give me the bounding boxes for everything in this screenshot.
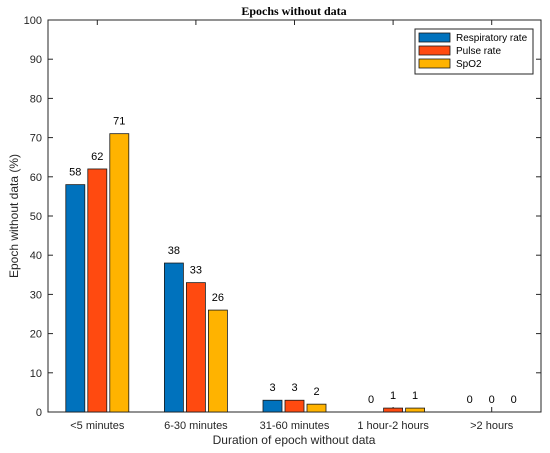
bar — [262, 399, 283, 413]
y-tick-label: 90 — [30, 54, 42, 66]
y-tick-label: 10 — [30, 368, 42, 380]
x-tick-label: 31-60 minutes — [260, 420, 330, 432]
y-tick-label: 70 — [30, 133, 42, 145]
data-label: 1 — [412, 390, 418, 402]
bar — [65, 184, 86, 413]
y-tick-label: 0 — [36, 407, 42, 419]
bar — [306, 403, 327, 413]
x-tick-label: <5 minutes — [70, 420, 125, 432]
y-tick-label: 100 — [24, 15, 42, 27]
bar — [207, 309, 228, 413]
data-label: 1 — [390, 390, 396, 402]
legend-label: Respiratory rate — [456, 33, 528, 44]
data-label: 0 — [467, 394, 473, 406]
y-tick-label: 20 — [30, 329, 42, 341]
data-label: 58 — [69, 167, 81, 179]
y-axis-label: Epoch without data (%) — [7, 154, 21, 278]
data-label: 0 — [368, 394, 374, 406]
y-tick-label: 30 — [30, 289, 42, 301]
legend: Respiratory rate Pulse rate SpO2 — [414, 28, 534, 75]
x-axis: <5 minutes 6-30 minutes 31-60 minutes 1 hou… — [70, 20, 514, 432]
bars-group — [65, 133, 426, 413]
bar — [185, 282, 206, 413]
data-label: 33 — [190, 265, 202, 277]
legend-swatch — [418, 58, 451, 69]
data-label: 71 — [113, 116, 125, 128]
y-tick-label: 40 — [30, 250, 42, 262]
legend-swatch — [418, 45, 451, 56]
plot-area — [47, 19, 542, 413]
x-tick-label: >2 hours — [470, 420, 514, 432]
data-label: 3 — [269, 382, 275, 394]
data-label: 0 — [511, 394, 517, 406]
x-tick-label: 6-30 minutes — [164, 420, 228, 432]
x-axis-label: Duration of epoch without data — [213, 433, 376, 447]
y-tick-label: 60 — [30, 172, 42, 184]
legend-label: Pulse rate — [456, 46, 501, 57]
data-label: 62 — [91, 151, 103, 163]
x-tick-label: 1 hour-2 hours — [357, 420, 429, 432]
data-label: 2 — [313, 386, 319, 398]
bar — [87, 168, 108, 413]
y-tick-label: 50 — [30, 211, 42, 223]
bar — [383, 407, 404, 413]
data-label: 3 — [291, 382, 297, 394]
bar — [405, 407, 426, 413]
y-tick-label: 80 — [30, 93, 42, 105]
bar — [284, 399, 305, 413]
chart-title: Epochs without data — [241, 4, 346, 18]
legend-label: SpO2 — [456, 59, 482, 70]
legend-swatch — [418, 32, 451, 43]
data-label: 26 — [212, 292, 224, 304]
bar — [109, 133, 130, 413]
data-label: 38 — [168, 245, 180, 257]
bar — [163, 262, 184, 413]
data-label: 0 — [489, 394, 495, 406]
